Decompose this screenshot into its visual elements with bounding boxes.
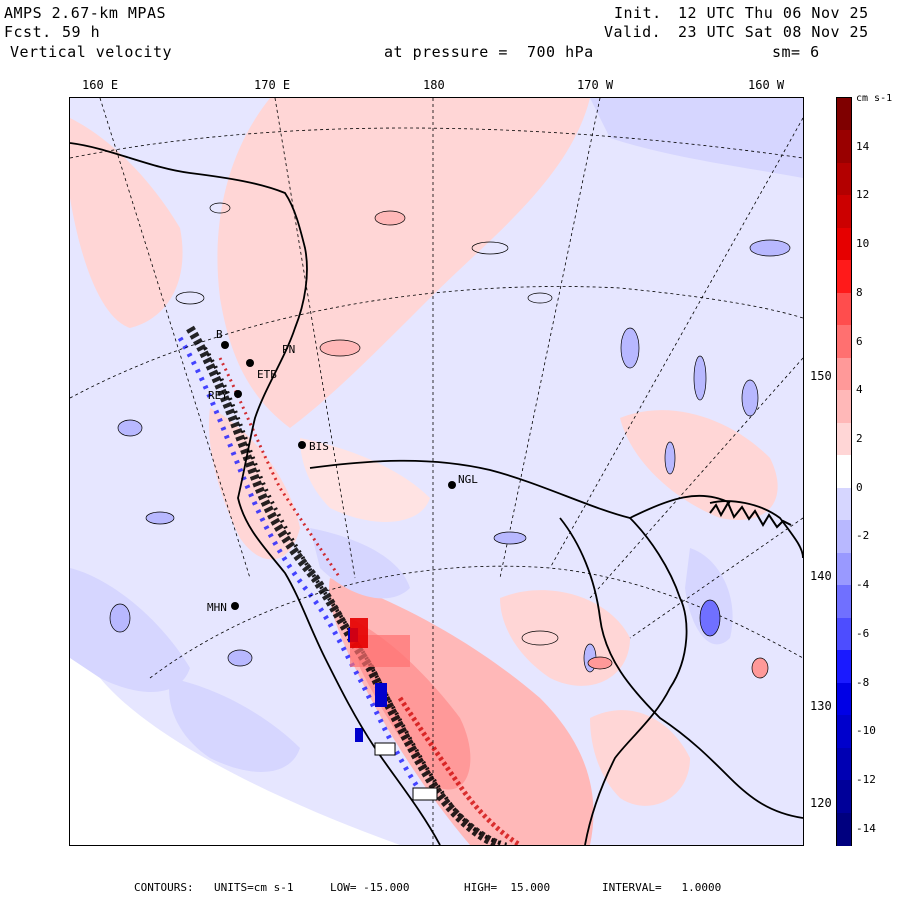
colorbar-tick-label: 14	[856, 139, 870, 153]
marie-byrd-coast	[709, 500, 792, 529]
station-markers	[221, 341, 456, 610]
positive-velocity-area	[70, 118, 183, 328]
valid-label: Valid.	[604, 23, 662, 41]
colorbar-segment	[837, 552, 851, 586]
pressure-level: at pressure = 700 hPa	[384, 43, 594, 61]
colorbar-tick-label: 2	[856, 432, 863, 446]
model-title: AMPS 2.67-km MPAS	[4, 4, 167, 22]
station-label-ngl: NGL	[458, 473, 478, 486]
colorbar-segment	[837, 780, 851, 814]
colorbar-segment	[837, 130, 851, 164]
colorbar-segment	[837, 227, 851, 261]
colorbar-tick-label: -8	[856, 675, 870, 689]
colorbar-segment	[837, 195, 851, 229]
station-label-rey: REY	[208, 389, 228, 402]
station-marker-etb	[246, 359, 254, 367]
contour-low: LOW= -15.000	[330, 881, 410, 894]
colorbar-tick-label: -6	[856, 626, 870, 640]
velocity-contours	[109, 202, 791, 679]
negative-velocity-area	[70, 568, 190, 692]
contours-label: CONTOURS:	[134, 881, 194, 894]
colorbar-segment	[837, 682, 851, 716]
colorbar-segment	[837, 487, 851, 521]
colorbar-segment	[837, 520, 851, 554]
colorbar-tick-label: 12	[856, 188, 870, 202]
contour-interval: INTERVAL= 1.0000	[602, 881, 722, 894]
colorbar-segment	[837, 422, 851, 456]
colorbar-segment	[837, 162, 851, 196]
map-canvas: BIS NGL REY MHN B ETB PN	[70, 98, 803, 845]
colorbar-tick-label: -2	[856, 529, 870, 543]
colorbar-segment	[837, 617, 851, 651]
colorbar-segment	[837, 357, 851, 391]
colorbar-segment	[837, 260, 851, 294]
positive-velocity-area	[300, 438, 430, 522]
colorbar-tick-label: 6	[856, 334, 863, 348]
station-marker-mhn	[231, 602, 239, 610]
station-marker-ngl	[448, 481, 456, 489]
positive-velocity-area	[217, 98, 590, 428]
smoothing-label: sm= 6	[772, 43, 820, 61]
graticule-latitudes	[70, 127, 803, 679]
colorbar-segment	[837, 747, 851, 781]
coastline	[709, 500, 803, 559]
colorbar-tick-label: 0	[856, 480, 863, 494]
forecast-label: Fcst.	[4, 23, 52, 41]
positive-velocity-area	[590, 710, 690, 806]
colorbar-tick-label: -14	[856, 821, 876, 835]
station-label-pn: PN	[282, 343, 295, 356]
station-label-etb: ETB	[257, 368, 277, 381]
negative-velocity-area	[169, 678, 300, 772]
colorbar-segment	[837, 98, 851, 131]
negative-velocity-area	[685, 548, 733, 645]
lon-label-170e: 170 E	[254, 78, 291, 92]
init-time: 12 UTC Thu 06 Nov 25	[678, 4, 869, 22]
colorbar-tick-label: 10	[856, 237, 870, 251]
station-marker-bis	[298, 441, 306, 449]
colorbar-tick-label: -4	[856, 578, 870, 592]
field-name: Vertical velocity	[10, 43, 173, 61]
coastline	[70, 142, 441, 845]
mountain-contour-band	[177, 325, 522, 845]
station-label-b: B	[216, 328, 223, 341]
contour-units: UNITS=cm s-1	[214, 881, 294, 894]
colorbar-segment	[837, 325, 851, 359]
lon-label-180: 180	[423, 78, 445, 92]
init-label: Init.	[614, 4, 662, 22]
colorbar-tick-label: -10	[856, 724, 876, 738]
station-marker-rey	[234, 390, 242, 398]
ross-ice-shelf-edge	[309, 459, 731, 519]
colorbar-segment	[837, 812, 851, 846]
colorbar-segment	[837, 292, 851, 326]
colorbar-segment	[837, 650, 851, 684]
colorbar-segment	[837, 585, 851, 619]
contour-high: HIGH= 15.000	[464, 881, 551, 894]
coastline	[584, 517, 688, 845]
vertical-velocity-map: BIS NGL REY MHN B ETB PN	[69, 97, 804, 846]
positive-velocity-area	[620, 410, 778, 520]
colorbar-tick-label: 8	[856, 285, 863, 299]
station-marker-b	[221, 341, 229, 349]
station-box	[374, 742, 396, 756]
lon-label-170w: 170 W	[577, 78, 614, 92]
colorbar-units: cm s-1	[856, 93, 893, 104]
colorbar-segment	[837, 455, 851, 489]
coastline	[559, 517, 803, 819]
colorbar	[836, 97, 852, 846]
lon-label-160w: 160 W	[748, 78, 785, 92]
station-label-bis: BIS	[309, 440, 329, 453]
graticule-meridians	[99, 98, 803, 845]
negative-velocity-area	[310, 528, 410, 599]
colorbar-segment	[837, 715, 851, 749]
forecast-hours: 59 h	[62, 23, 101, 41]
negative-velocity-area	[590, 98, 803, 178]
colorbar-segment	[837, 390, 851, 424]
station-label-mhn: MHN	[207, 601, 227, 614]
valid-time: 23 UTC Sat 08 Nov 25	[678, 23, 869, 41]
lon-label-160e: 160 E	[82, 78, 119, 92]
colorbar-tick-label: 4	[856, 383, 863, 397]
colorbar-tick-label: -12	[856, 773, 876, 787]
station-box	[412, 787, 438, 801]
